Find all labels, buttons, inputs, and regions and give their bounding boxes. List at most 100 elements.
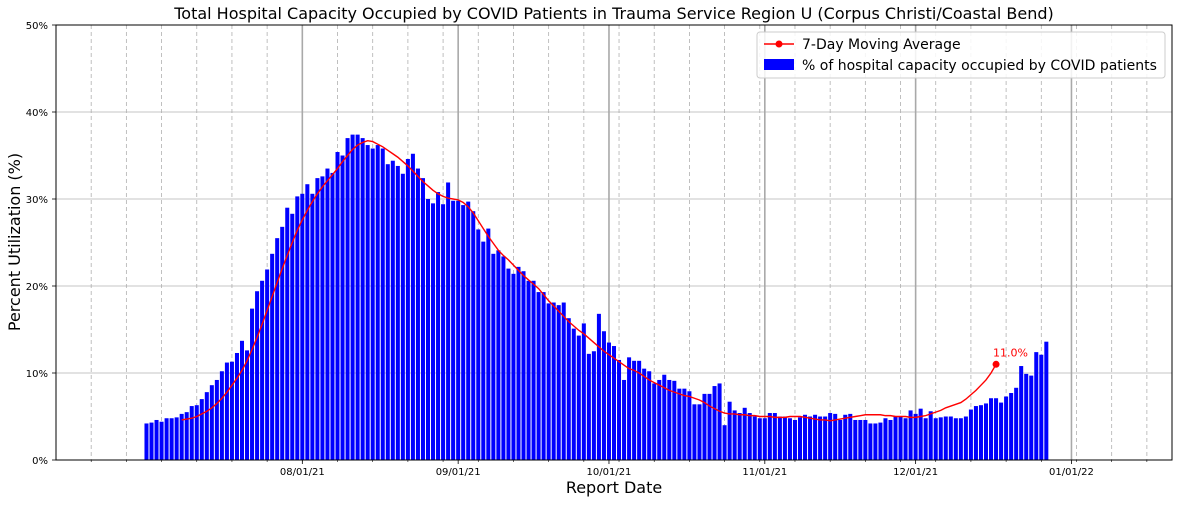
bar (596, 313, 601, 460)
bar (657, 379, 662, 460)
bar (873, 423, 878, 460)
bar (697, 404, 702, 460)
moving-average-line (181, 139, 997, 422)
bar (737, 413, 742, 460)
bar (707, 393, 712, 460)
bar (752, 416, 757, 460)
bar (1024, 373, 1029, 460)
bar (762, 418, 767, 460)
bar (410, 153, 415, 460)
bar (521, 271, 526, 460)
bar (320, 176, 325, 460)
bar (777, 416, 782, 460)
x-tick-label: 01/01/22 (1049, 467, 1094, 478)
bar (365, 145, 370, 460)
bar (300, 193, 305, 460)
bar (511, 273, 516, 460)
bar (878, 422, 883, 460)
bar (757, 418, 762, 460)
moving-average-last-label: 11.0% (993, 346, 1028, 359)
bar (803, 414, 808, 460)
bar (335, 152, 340, 460)
bar (370, 148, 375, 461)
bar (224, 362, 229, 460)
bar (667, 379, 672, 460)
legend-bar-swatch (764, 59, 794, 70)
bar (968, 409, 973, 460)
bar (516, 266, 521, 460)
bar (340, 155, 345, 460)
bar (154, 419, 159, 460)
x-tick-label: 08/01/21 (280, 467, 325, 478)
bar (260, 280, 265, 460)
bar (1029, 375, 1034, 460)
bar (943, 416, 948, 460)
y-tick-label: 30% (26, 195, 48, 206)
bar (315, 178, 320, 460)
bar (209, 385, 214, 460)
bar (250, 308, 255, 460)
bar (189, 406, 194, 460)
bar (994, 398, 999, 460)
bar (692, 404, 697, 460)
bar (898, 416, 903, 460)
bar (913, 413, 918, 460)
bar (712, 386, 717, 460)
bar (245, 350, 250, 460)
bar (918, 408, 923, 460)
bar (265, 269, 270, 460)
bar (310, 193, 315, 460)
bar (1034, 352, 1039, 460)
bar (446, 182, 451, 460)
bar (164, 418, 169, 460)
bar (285, 207, 290, 460)
bar (571, 328, 576, 460)
bar (727, 401, 732, 460)
bar (496, 250, 501, 460)
bar (999, 402, 1004, 460)
bar (375, 145, 380, 460)
bar (290, 213, 295, 460)
bar (586, 353, 591, 460)
bar (576, 335, 581, 460)
bar (174, 417, 179, 460)
x-tick-label: 10/01/21 (587, 467, 632, 478)
bar (214, 379, 219, 460)
bar (1039, 354, 1044, 460)
bar (501, 256, 506, 460)
bar (792, 419, 797, 460)
bar (531, 280, 536, 460)
bar (436, 192, 441, 461)
bar (647, 371, 652, 460)
bar (983, 403, 989, 460)
bar (179, 413, 184, 460)
bar (606, 342, 611, 460)
bar (471, 211, 476, 460)
bar (556, 305, 561, 460)
bar (149, 422, 154, 460)
x-tick-label: 11/01/21 (742, 467, 787, 478)
bar (385, 164, 390, 460)
bar (400, 173, 405, 460)
bar (637, 360, 642, 460)
y-tick-label: 40% (26, 108, 48, 119)
bar (270, 253, 275, 460)
bar (295, 196, 300, 460)
bar (581, 323, 586, 460)
bar (662, 374, 667, 460)
bar (390, 160, 395, 460)
bar (325, 168, 330, 461)
bar (355, 134, 360, 460)
bar (833, 413, 838, 460)
bar (204, 392, 209, 460)
bar (591, 351, 596, 460)
bar (848, 413, 853, 460)
x-tick-label: 12/01/21 (893, 467, 938, 478)
y-tick-label: 10% (26, 369, 48, 380)
bar (767, 413, 772, 460)
bar (144, 423, 149, 460)
bar (888, 419, 893, 460)
bar (239, 340, 245, 460)
bar (883, 418, 888, 460)
bar (491, 253, 496, 460)
